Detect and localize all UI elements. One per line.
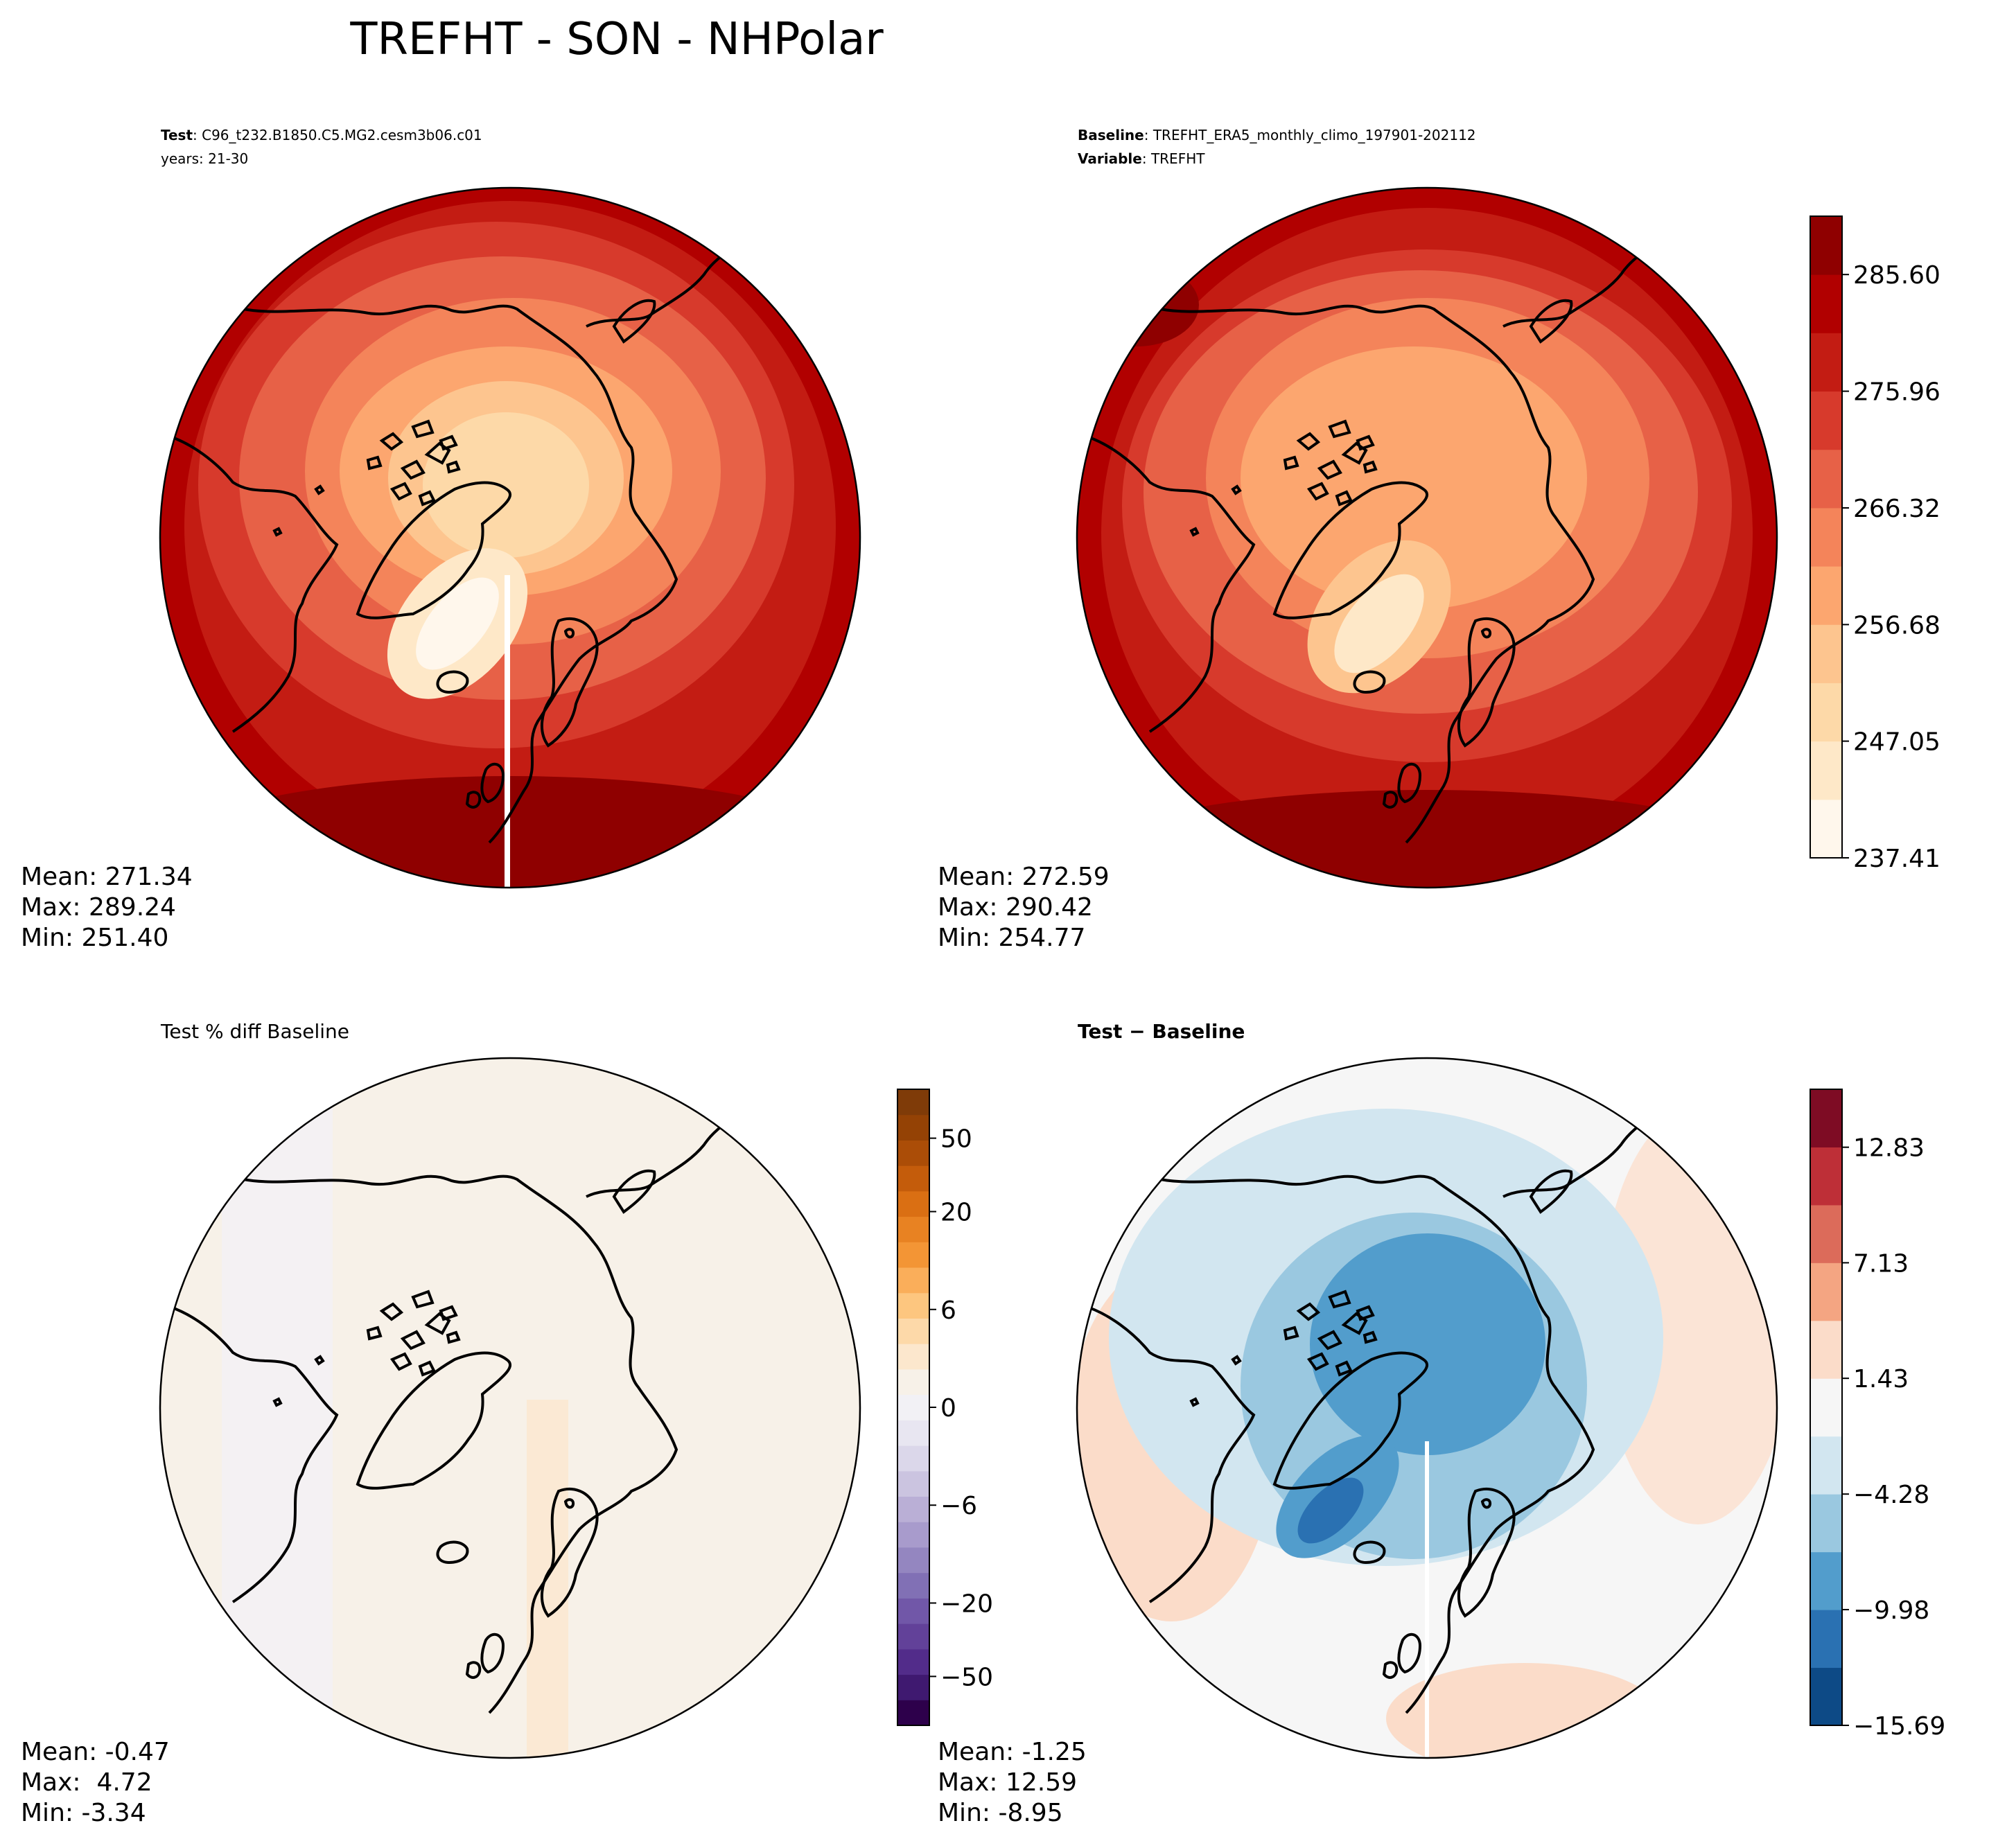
test-case-label: Test: C96_t232.B1850.C5.MG2.cesm3b06.c01 — [161, 127, 482, 143]
colorbar-bin — [897, 1674, 929, 1700]
colorbar-bin — [897, 1242, 929, 1268]
colorbar-bin — [897, 1420, 929, 1446]
colorbar-bin — [897, 1369, 929, 1396]
colorbar-bin — [1810, 741, 1842, 800]
stat-max: Max: 12.59 — [938, 1768, 1077, 1797]
stat-max: Max: 4.72 — [21, 1768, 152, 1797]
colorbar-bin — [1810, 1551, 1842, 1610]
colorbar-bin — [1810, 1262, 1842, 1321]
colorbar-tick-label: −9.98 — [1853, 1596, 1929, 1625]
colorbar-bin — [1810, 1436, 1842, 1495]
colorbar-bin — [897, 1598, 929, 1624]
colorbar-bin — [897, 1344, 929, 1370]
colorbar-tick-label: 1.43 — [1853, 1365, 1909, 1393]
colorbar-bin — [1810, 1320, 1842, 1379]
colorbar-tick-label: 6 — [940, 1296, 956, 1325]
abs-diff-map — [1076, 1057, 1778, 1759]
stat-min: Min: 251.40 — [21, 924, 168, 952]
colorbar-tick-label: 266.32 — [1853, 495, 1940, 523]
colorbar-bin — [1810, 449, 1842, 509]
colorbar-bin — [897, 1623, 929, 1650]
colorbar-bin — [897, 1318, 929, 1344]
colorbar-bin — [897, 1547, 929, 1574]
colorbar-frame — [1810, 215, 1843, 859]
colorbar-bin — [897, 1140, 929, 1166]
stat-min: Min: 254.77 — [938, 924, 1085, 952]
colorbar-tick-label: 275.96 — [1853, 378, 1940, 407]
colorbar-tick-label: 0 — [940, 1394, 956, 1423]
stat-max: Max: 289.24 — [21, 893, 176, 922]
colorbar-bin — [897, 1522, 929, 1548]
colorbar-bin — [1810, 507, 1842, 567]
pct-diff-stats: Mean: -0.47 Max: 4.72 Min: -3.34 — [21, 1738, 170, 1827]
stat-max: Max: 290.42 — [938, 893, 1093, 922]
colorbar-tick-label: −15.69 — [1853, 1712, 1945, 1741]
colorbar-bin — [1810, 683, 1842, 742]
abs-diff-title: Test − Baseline — [1078, 1020, 1245, 1043]
test-years-label: years: 21-30 — [161, 150, 248, 167]
colorbar-tick-label: 12.83 — [1853, 1134, 1925, 1163]
baseline-case-label: Baseline: TREFHT_ERA5_monthly_climo_1979… — [1078, 127, 1476, 143]
stat-mean: Mean: -1.25 — [938, 1738, 1087, 1766]
colorbar-tick-label: 256.68 — [1853, 611, 1940, 640]
colorbar-tick-label: 285.60 — [1853, 261, 1940, 290]
colorbar-tick-label: 247.05 — [1853, 728, 1940, 757]
colorbar-bin — [1810, 624, 1842, 683]
colorbar-bin — [1810, 1378, 1842, 1437]
colorbar-bin — [897, 1216, 929, 1242]
colorbar-bin — [897, 1089, 929, 1116]
test-map — [159, 186, 861, 889]
colorbar-bin — [1810, 1667, 1842, 1726]
baseline-map — [1076, 186, 1778, 889]
colorbar-bin — [897, 1496, 929, 1522]
colorbar-bin — [1810, 216, 1842, 275]
colorbar-bin — [897, 1114, 929, 1141]
colorbar-tick-label: −20 — [940, 1590, 993, 1618]
colorbar-bin — [1810, 333, 1842, 392]
baseline-colorbar: 285.60 275.96 266.32 256.68 247.05 237.41 — [1810, 215, 1940, 873]
stat-min: Min: -8.95 — [938, 1799, 1063, 1827]
colorbar-tick-label: 237.41 — [1853, 845, 1940, 873]
test-stats: Mean: 271.34 Max: 289.24 Min: 251.40 — [21, 863, 193, 952]
variable-label: Variable: TREFHT — [1078, 150, 1205, 167]
colorbar-bin — [1810, 1204, 1842, 1263]
colorbar-tick-label: 7.13 — [1853, 1249, 1909, 1278]
colorbar-bin — [897, 1445, 929, 1472]
stat-mean: Mean: 271.34 — [21, 863, 193, 891]
colorbar-bin — [1810, 1147, 1842, 1206]
colorbar-bin — [1810, 1610, 1842, 1669]
colorbar-tick-label: 50 — [940, 1125, 972, 1154]
colorbar-bin — [1810, 274, 1842, 333]
colorbar-bin — [1810, 566, 1842, 625]
colorbar-bin — [897, 1165, 929, 1192]
colorbar-bin — [897, 1190, 929, 1217]
colorbar-bin — [897, 1292, 929, 1319]
stat-min: Min: -3.34 — [21, 1799, 146, 1827]
colorbar-tick-label: −6 — [940, 1492, 977, 1520]
colorbar-frame — [1810, 1089, 1843, 1726]
colorbar-bin — [1810, 1089, 1842, 1147]
colorbar-bin — [897, 1267, 929, 1294]
colorbar-tick-label: −4.28 — [1853, 1481, 1929, 1509]
figure-title: TREFHT - SON - NHPolar — [349, 14, 884, 65]
colorbar-bin — [897, 1648, 929, 1675]
colorbar-tick-label: 20 — [940, 1199, 972, 1227]
colorbar-bin — [897, 1394, 929, 1420]
colorbar-bin — [1810, 799, 1842, 859]
abs-diff-colorbar: 12.83 7.13 1.43 −4.28 −9.98 −15.69 — [1810, 1089, 1945, 1741]
baseline-stats: Mean: 272.59 Max: 290.42 Min: 254.77 — [938, 863, 1110, 952]
colorbar-bin — [897, 1572, 929, 1599]
colorbar-bin — [1810, 1494, 1842, 1553]
stat-mean: Mean: -0.47 — [21, 1738, 170, 1766]
colorbar-bin — [1810, 391, 1842, 450]
pct-diff-colorbar: 50 20 6 0 −6 −20 −50 — [897, 1089, 993, 1726]
stat-mean: Mean: 272.59 — [938, 863, 1110, 891]
pct-diff-title: Test % diff Baseline — [160, 1020, 349, 1043]
colorbar-tick-label: −50 — [940, 1663, 993, 1691]
colorbar-bin — [897, 1470, 929, 1497]
colorbar-bin — [897, 1700, 929, 1726]
pct-diff-map — [159, 1057, 861, 1759]
abs-diff-stats: Mean: -1.25 Max: 12.59 Min: -8.95 — [938, 1738, 1087, 1827]
